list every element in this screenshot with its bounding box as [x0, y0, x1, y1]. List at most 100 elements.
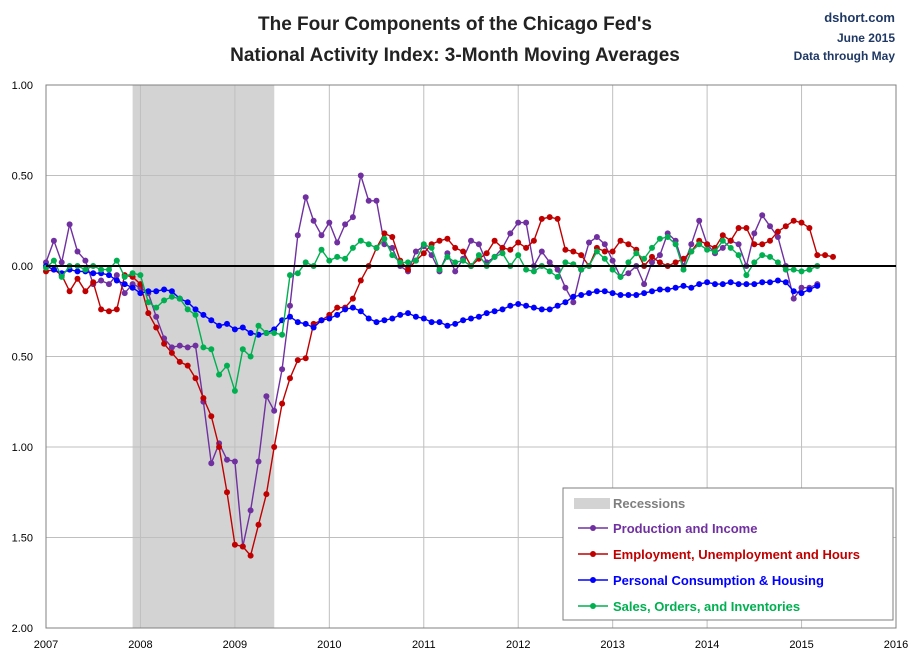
legend-marker [590, 525, 596, 531]
data-point [680, 282, 687, 289]
data-point [129, 284, 136, 291]
y-tick-label: 0.50 [12, 171, 33, 183]
data-point [412, 313, 419, 320]
data-point [468, 237, 474, 244]
x-tick-label: 2012 [506, 639, 530, 651]
x-tick-label: 2010 [317, 639, 341, 651]
data-point [688, 241, 695, 248]
data-point [468, 315, 474, 322]
data-point [790, 288, 797, 295]
data-point [774, 234, 781, 240]
data-point [680, 255, 687, 262]
data-point [523, 266, 530, 273]
data-point [672, 259, 679, 266]
data-point [806, 286, 813, 293]
data-point [609, 290, 616, 297]
data-point [255, 322, 262, 329]
data-point [184, 344, 191, 351]
data-point [759, 252, 766, 259]
data-point [672, 284, 679, 291]
data-point [310, 324, 317, 331]
data-point [601, 248, 608, 255]
data-point [192, 306, 199, 313]
data-point [239, 346, 246, 353]
data-point [704, 241, 711, 248]
data-point [751, 259, 758, 266]
data-point [719, 244, 726, 251]
data-point [507, 230, 514, 237]
data-point [349, 295, 356, 302]
data-point [153, 313, 160, 320]
data-point [389, 244, 396, 251]
data-point [735, 241, 742, 248]
data-point [727, 244, 734, 251]
data-point [491, 237, 498, 244]
data-point [452, 244, 459, 251]
data-point [790, 295, 797, 302]
data-point [113, 277, 120, 284]
data-point [656, 286, 663, 293]
data-point [782, 266, 789, 273]
data-point [405, 259, 411, 266]
data-point [145, 310, 152, 317]
data-point [664, 286, 671, 293]
data-point [798, 290, 805, 297]
data-point [82, 266, 89, 273]
data-point [782, 223, 789, 230]
data-point [570, 293, 577, 300]
data-point [625, 259, 632, 266]
data-point [609, 248, 616, 255]
data-point [515, 239, 522, 246]
data-point [578, 266, 585, 273]
data-point [428, 244, 435, 251]
data-point [546, 214, 553, 221]
data-point [231, 541, 238, 548]
data-point [704, 246, 711, 253]
data-point [444, 322, 451, 329]
data-point [601, 241, 608, 248]
credit-note: Data through May [794, 49, 896, 63]
data-point [475, 241, 482, 248]
data-point [302, 259, 309, 266]
legend: Recessions Production and Income Employmen… [562, 487, 894, 621]
data-point [759, 241, 766, 248]
data-point [562, 284, 569, 291]
data-point [814, 252, 821, 259]
data-point [601, 255, 608, 262]
data-point [609, 257, 616, 264]
data-point [334, 304, 341, 311]
data-point [153, 324, 160, 331]
data-point [98, 266, 105, 273]
data-point [530, 268, 537, 275]
data-point [176, 295, 183, 302]
data-point [389, 252, 396, 259]
data-point [601, 288, 608, 295]
data-point [782, 279, 789, 286]
data-point [271, 330, 278, 336]
data-point [641, 255, 648, 262]
data-point [735, 225, 742, 231]
data-point [397, 259, 404, 266]
data-point [373, 319, 380, 326]
data-point [239, 324, 246, 331]
data-point [562, 299, 569, 306]
data-point [279, 366, 286, 373]
x-tick-label: 2008 [128, 639, 152, 651]
data-point [318, 246, 325, 253]
data-point [696, 281, 703, 288]
data-point [420, 250, 427, 257]
data-point [50, 266, 57, 273]
data-point [365, 197, 372, 204]
data-point [208, 413, 215, 420]
data-point [641, 290, 648, 297]
data-point [106, 266, 112, 273]
data-point [656, 252, 663, 259]
data-point [287, 313, 293, 320]
data-point [554, 273, 561, 280]
data-point [294, 319, 301, 326]
legend-label: Personal Consumption & Housing [613, 573, 824, 588]
credit-site: dshort.com [824, 10, 895, 25]
data-point [538, 306, 545, 313]
data-point [231, 387, 238, 394]
y-tick-label: 1.50 [12, 533, 33, 545]
